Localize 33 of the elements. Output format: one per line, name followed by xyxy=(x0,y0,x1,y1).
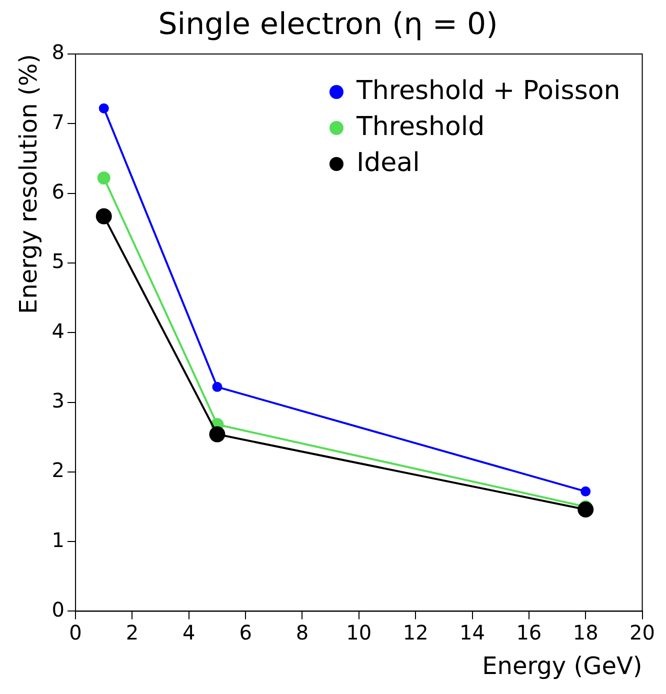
legend-label: Ideal xyxy=(356,148,420,178)
x-tick-label: 20 xyxy=(630,620,655,644)
x-tick-label: 8 xyxy=(296,620,309,644)
point xyxy=(580,486,591,496)
point xyxy=(578,502,594,518)
x-tick-label: 4 xyxy=(182,620,196,644)
x-tick-label: 16 xyxy=(516,620,542,644)
legend-label: Threshold + Poisson xyxy=(355,76,620,106)
legend-label: Threshold xyxy=(355,112,485,142)
y-tick-label: 2 xyxy=(52,458,65,482)
point xyxy=(98,103,109,114)
y-tick-label: 6 xyxy=(52,180,65,204)
x-tick-label: 18 xyxy=(572,620,598,644)
x-tick-label: 12 xyxy=(402,620,428,644)
chart-title: Single electron (η = 0) xyxy=(158,6,498,42)
y-tick-label: 8 xyxy=(52,40,65,64)
y-tick-label: 5 xyxy=(52,249,65,274)
x-tick-label: 10 xyxy=(346,620,372,644)
y-tick-label: 3 xyxy=(52,388,65,412)
y-tick-label: 7 xyxy=(52,110,65,134)
point xyxy=(209,426,226,442)
x-tick-label: 0 xyxy=(69,620,82,644)
x-tick-label: 2 xyxy=(126,620,139,644)
x-tick-label: 14 xyxy=(460,620,485,644)
x-tick-label: 6 xyxy=(239,620,252,644)
point xyxy=(97,171,110,184)
y-tick-label: 0 xyxy=(52,597,65,622)
y-tick-label: 1 xyxy=(52,528,65,552)
x-axis-title: Energy (GeV) xyxy=(482,652,642,680)
y-tick-label: 4 xyxy=(52,318,65,343)
point xyxy=(212,382,222,392)
y-axis-title: Energy resolution (%) xyxy=(14,54,43,314)
point xyxy=(96,208,112,224)
